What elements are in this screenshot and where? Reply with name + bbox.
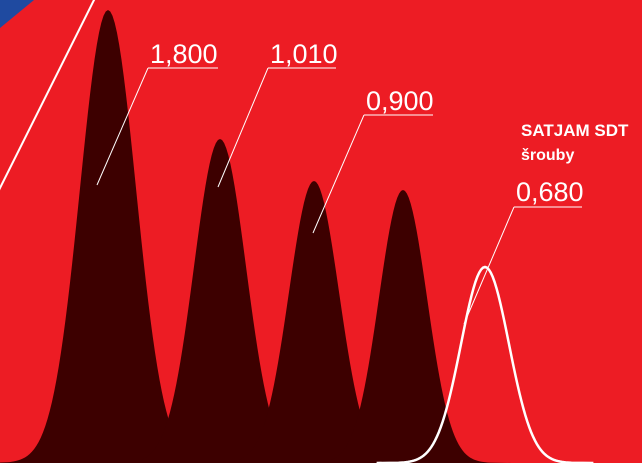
corner-triangle — [0, 0, 34, 28]
leader-line-5 — [464, 207, 514, 324]
highlight-subtitle: šrouby — [521, 147, 574, 164]
value-label-3: 0,900 — [366, 86, 434, 116]
leader-line-group — [97, 68, 582, 324]
highlight-title: SATJAM SDT — [521, 121, 629, 140]
value-label-2: 1,010 — [270, 39, 338, 69]
value-label-5: 0,680 — [516, 177, 584, 207]
value-label-1: 1,800 — [150, 39, 218, 69]
peak-group — [0, 10, 593, 463]
leader-line-2 — [218, 68, 268, 187]
leader-line-3 — [313, 115, 364, 233]
